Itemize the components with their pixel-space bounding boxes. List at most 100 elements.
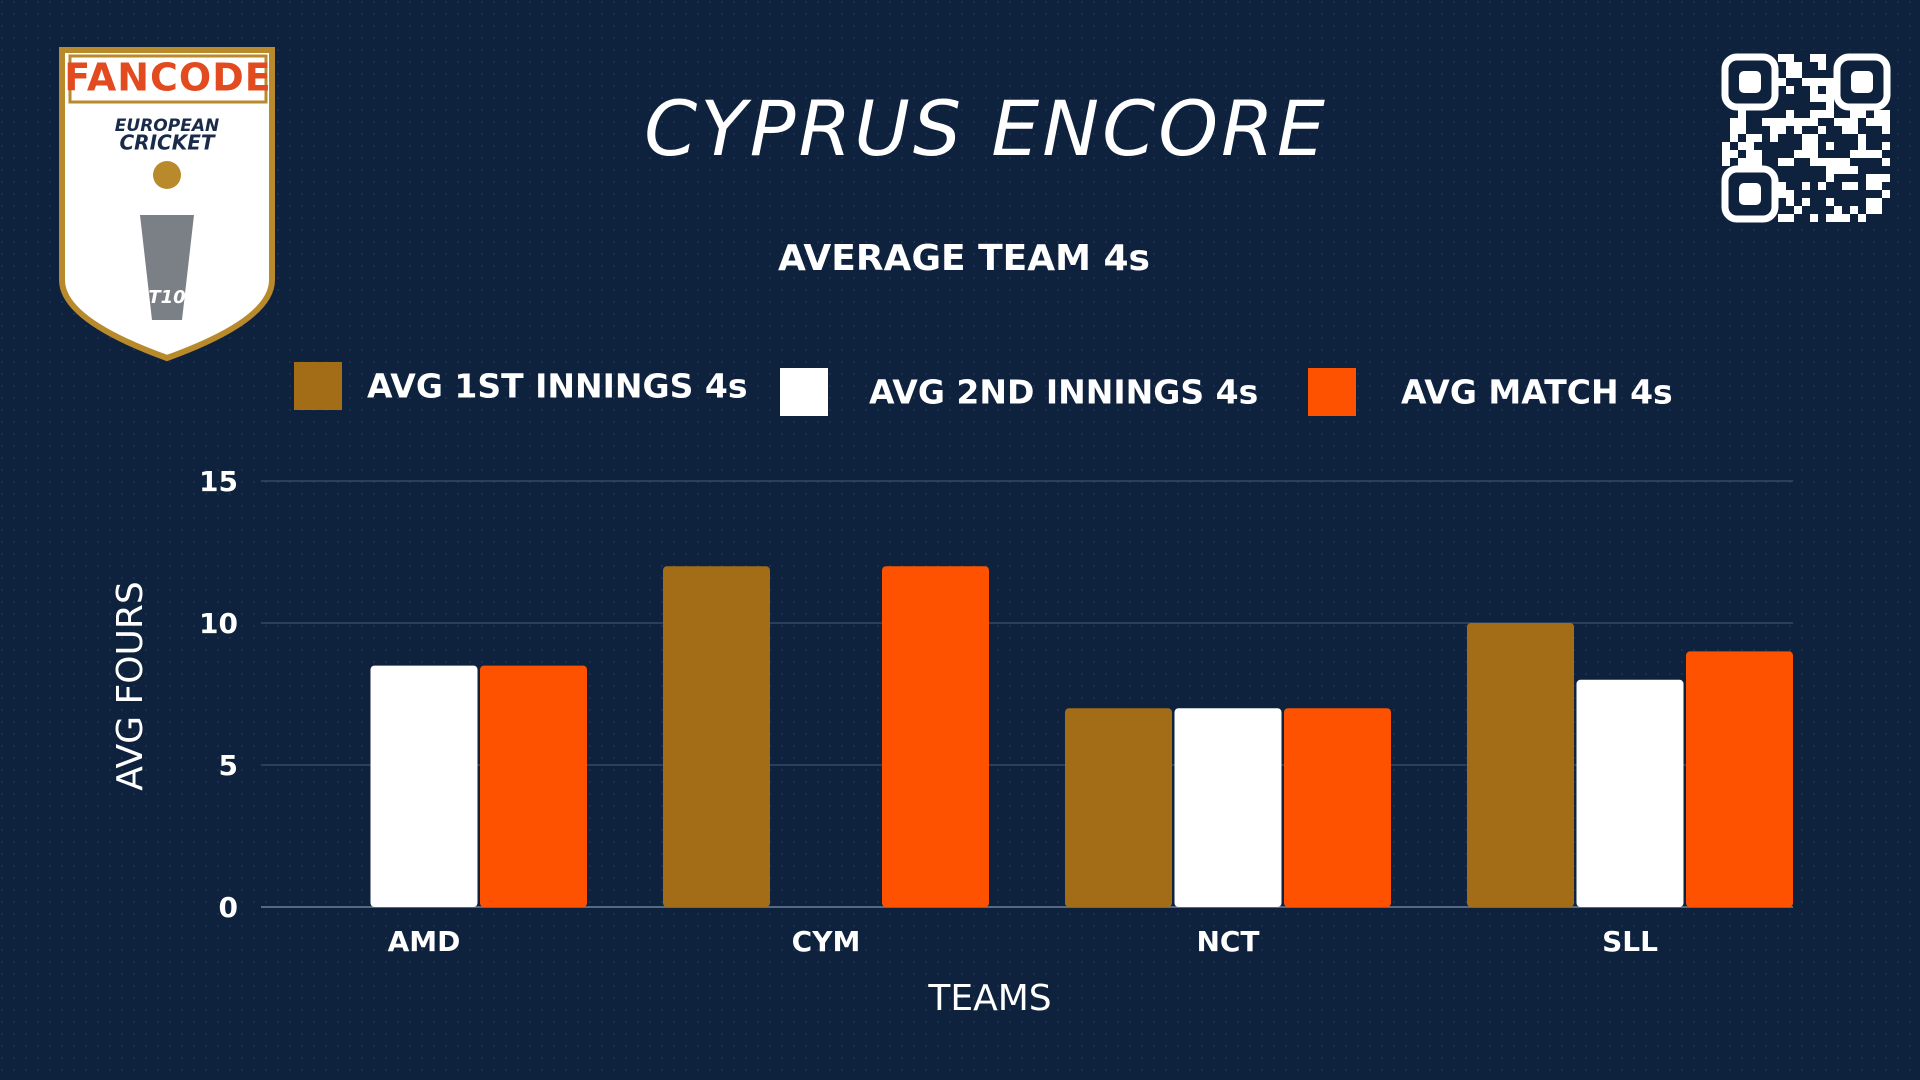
qr-cell (1778, 118, 1786, 126)
qr-cell (1850, 182, 1858, 190)
y-tick-label: 0 (219, 891, 238, 924)
legend-label: AVG MATCH 4s (1401, 373, 1673, 412)
y-tick-label: 5 (219, 749, 238, 782)
qr-cell (1770, 126, 1778, 134)
bar (1174, 708, 1282, 907)
qr-cell (1842, 118, 1850, 126)
qr-finder (1739, 183, 1761, 205)
bar (882, 566, 989, 907)
qr-cell (1738, 126, 1746, 134)
bar (1467, 623, 1574, 907)
bar (663, 566, 770, 907)
qr-cell (1842, 166, 1850, 174)
bar (1284, 708, 1391, 907)
qr-cell (1786, 70, 1794, 78)
bar (480, 665, 587, 907)
qr-cell (1802, 150, 1810, 158)
qr-cell (1786, 214, 1794, 222)
qr-cell (1746, 134, 1754, 142)
qr-cell (1818, 182, 1826, 190)
qr-cell (1786, 62, 1794, 70)
x-axis-title: TEAMS (927, 978, 1051, 1019)
y-tick-label: 10 (199, 607, 238, 640)
qr-cell (1778, 126, 1786, 134)
qr-cell (1810, 110, 1818, 118)
bar (1065, 708, 1172, 907)
qr-cell (1802, 198, 1810, 206)
x-tick-label: AMD (388, 925, 461, 958)
qr-cell (1794, 62, 1802, 70)
qr-cell (1730, 134, 1738, 142)
qr-cell (1810, 150, 1818, 158)
qr-cell (1746, 158, 1754, 166)
qr-cell (1778, 78, 1786, 86)
logo-text: EUROPEAN (115, 116, 219, 136)
y-axis-title: AVG FOURS (110, 581, 151, 791)
bar (370, 665, 478, 907)
qr-cell (1858, 214, 1866, 222)
chart-subtitle: AVERAGE TEAM 4s (778, 238, 1150, 279)
legend-label: AVG 1ST INNINGS 4s (367, 367, 748, 406)
qr-cell (1786, 54, 1794, 62)
qr-cell (1810, 142, 1818, 150)
qr-cell (1858, 110, 1866, 118)
qr-cell (1786, 110, 1794, 118)
qr-cell (1738, 118, 1746, 126)
qr-cell (1754, 158, 1762, 166)
qr-cell (1834, 118, 1842, 126)
qr-cell (1874, 182, 1882, 190)
qr-cell (1746, 150, 1754, 158)
logo: FANCODE EUROPEAN CRICKET T10 (59, 47, 275, 362)
qr-cell (1730, 150, 1738, 158)
qr-cell (1874, 198, 1882, 206)
qr-cell (1882, 158, 1890, 166)
qr-cell (1826, 94, 1834, 102)
qr-cell (1842, 214, 1850, 222)
qr-cell (1818, 158, 1826, 166)
qr-cell (1826, 86, 1834, 94)
qr-cell (1850, 166, 1858, 174)
qr-cell (1850, 206, 1858, 214)
qr-finder (1851, 71, 1873, 93)
qr-cell (1722, 150, 1730, 158)
qr-cell (1770, 134, 1778, 142)
qr-cell (1794, 70, 1802, 78)
qr-cell (1850, 126, 1858, 134)
qr-cell (1834, 166, 1842, 174)
qr-cell (1802, 134, 1810, 142)
qr-cell (1722, 158, 1730, 166)
qr-cell (1818, 62, 1826, 70)
qr-finder (1739, 71, 1761, 93)
x-tick-label: NCT (1196, 925, 1259, 958)
x-tick-label: SLL (1602, 925, 1658, 958)
y-tick-label: 15 (199, 465, 238, 498)
qr-cell (1826, 102, 1834, 110)
qr-cell (1834, 206, 1842, 214)
qr-cell (1874, 206, 1882, 214)
qr-cell (1786, 190, 1794, 198)
qr-cell (1850, 150, 1858, 158)
qr-finder (1721, 165, 1779, 223)
qr-cell (1754, 134, 1762, 142)
chart-title: CYPRUS ENCORE (644, 84, 1328, 173)
qr-finder (1833, 53, 1891, 111)
qr-cell (1786, 158, 1794, 166)
qr-cell (1810, 118, 1818, 126)
qr-cell (1882, 110, 1890, 118)
qr-cell (1786, 118, 1794, 126)
qr-cell (1738, 110, 1746, 118)
qr-cell (1834, 214, 1842, 222)
logo-badge: T10 (148, 287, 185, 308)
qr-cell (1810, 78, 1818, 86)
qr-cell (1770, 118, 1778, 126)
qr-cell (1882, 142, 1890, 150)
qr-cell (1794, 206, 1802, 214)
qr-cell (1818, 94, 1826, 102)
qr-code (1718, 50, 1894, 226)
qr-cell (1778, 158, 1786, 166)
qr-cell (1754, 150, 1762, 158)
qr-cell (1802, 118, 1810, 126)
qr-cell (1858, 134, 1866, 142)
qr-cell (1778, 182, 1786, 190)
qr-cell (1874, 150, 1882, 158)
